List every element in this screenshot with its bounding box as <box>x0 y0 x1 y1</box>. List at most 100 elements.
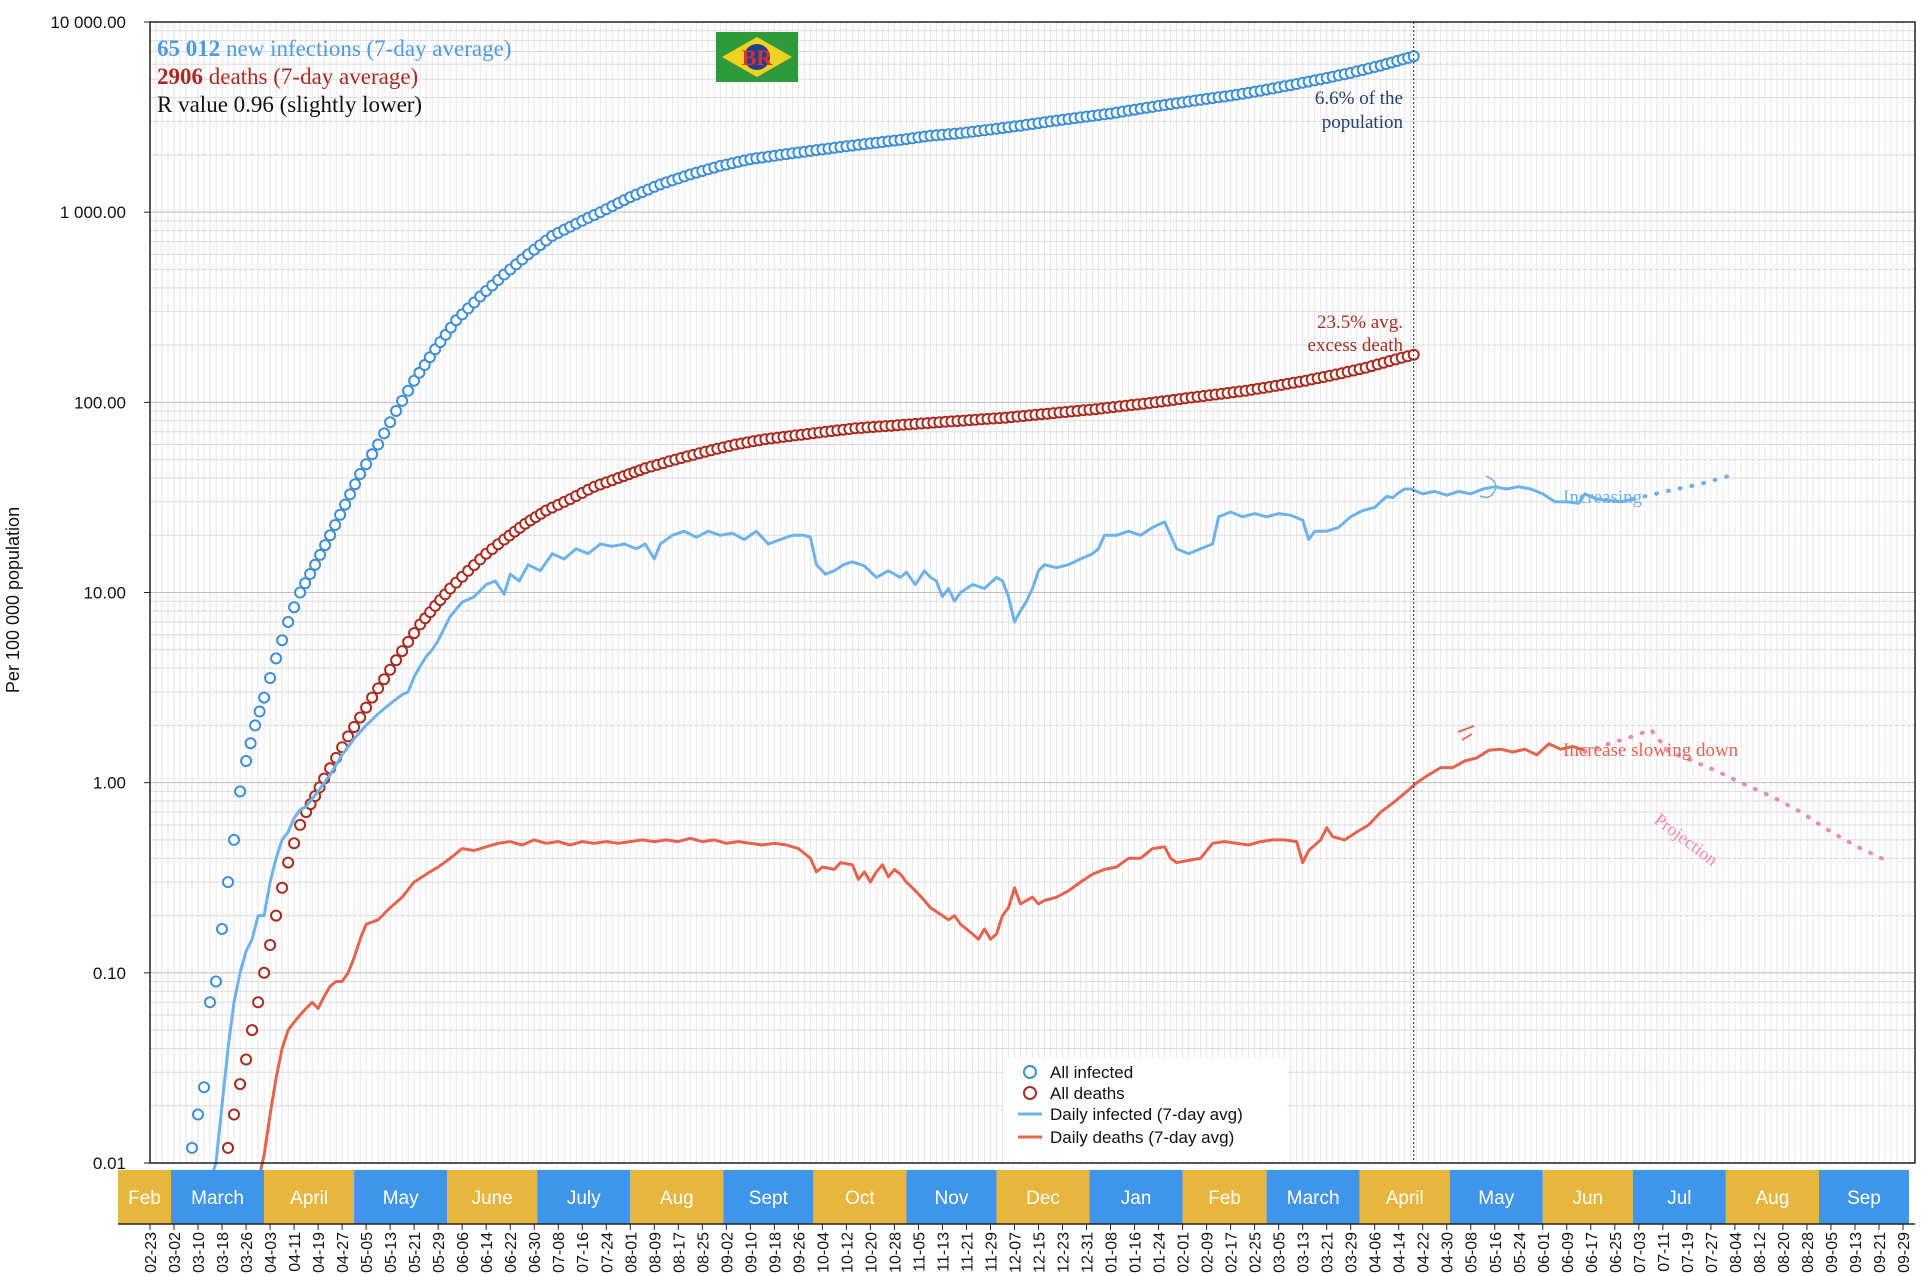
x-tick-label: 04-27 <box>335 1232 352 1273</box>
y-tick-label: 10 000.00 <box>50 13 126 32</box>
x-tick-label: 08-17 <box>671 1232 688 1273</box>
r-value-text: R value 0.96 (slightly lower) <box>157 92 422 117</box>
x-tick-label: 06-09 <box>1560 1232 1577 1273</box>
data-point <box>282 856 295 869</box>
series-line-daily-infected-7-day-avg <box>208 485 1634 1182</box>
series-line-daily-deaths-7-day-avg <box>256 742 1586 1182</box>
x-tick-label: 08-12 <box>1752 1232 1769 1273</box>
month-label: Dec <box>1026 1188 1060 1209</box>
data-point <box>294 586 307 599</box>
x-tick-label: 12-07 <box>1008 1232 1025 1273</box>
month-cell <box>906 1170 997 1224</box>
x-tick-label: 06-22 <box>503 1232 520 1273</box>
data-point <box>240 755 253 767</box>
legend-label: All infected <box>1050 1063 1133 1082</box>
legend-label: Daily infected (7-day avg) <box>1050 1105 1243 1124</box>
x-tick-label: 03-26 <box>239 1232 256 1273</box>
month-label: Oct <box>845 1188 875 1209</box>
flag-label: BR <box>742 45 774 70</box>
data-point <box>222 876 234 889</box>
deaths-summary: 2906 deaths (7-day average) <box>157 64 418 89</box>
x-tick-label: 12-23 <box>1056 1232 1073 1273</box>
month-label: Jun <box>1572 1188 1603 1209</box>
x-tick-label: 06-17 <box>1584 1232 1601 1273</box>
month-cell <box>171 1170 265 1224</box>
slowing-arrow-icon <box>1457 725 1475 741</box>
x-tick-label: 01-24 <box>1152 1232 1169 1273</box>
month-label: Aug <box>1756 1188 1790 1209</box>
y-tick-label: 1.00 <box>93 774 126 793</box>
x-tick-label: 11-21 <box>960 1232 977 1272</box>
y-axis: 10 000.00 1 000.00 100.00 10.00 1.00 0.10 0.01 <box>50 13 150 1173</box>
month-cell <box>354 1170 448 1224</box>
month-label: May <box>1478 1188 1514 1209</box>
x-tick-label: 03-10 <box>191 1232 208 1273</box>
x-tick-label: 08-20 <box>1776 1232 1793 1273</box>
data-point <box>354 711 367 724</box>
infections-text: new infections (7-day average) <box>220 36 511 61</box>
data-point <box>366 448 379 461</box>
plot-frame <box>149 21 1916 1164</box>
x-tick-label: 07-16 <box>575 1232 592 1273</box>
x-tick-label: 04-03 <box>263 1232 280 1273</box>
x-tick-label: 05-13 <box>383 1232 400 1273</box>
x-tick-label: 02-17 <box>1224 1232 1241 1273</box>
x-tick-label: 02-25 <box>1248 1232 1265 1273</box>
month-label: Feb <box>1208 1188 1241 1209</box>
data-point <box>288 837 301 850</box>
data-point <box>210 975 222 988</box>
x-tick-label: 05-16 <box>1488 1232 1505 1273</box>
data-point <box>314 548 327 561</box>
data-point <box>396 394 409 407</box>
x-tick-label: 07-24 <box>599 1232 616 1273</box>
excess-death-note-line1: 23.5% avg. <box>1317 312 1403 333</box>
data-point <box>360 701 373 714</box>
month-cell <box>1542 1170 1633 1224</box>
x-tick-label: 09-02 <box>719 1232 736 1273</box>
month-cell <box>1266 1170 1360 1224</box>
x-tick-label: 08-01 <box>623 1232 640 1273</box>
data-point <box>349 478 362 491</box>
data-point <box>252 996 265 1009</box>
y-tick-label: 0.10 <box>93 964 126 983</box>
x-tick-label: 11-29 <box>984 1232 1001 1272</box>
data-point <box>339 498 352 511</box>
x-tick-label: 05-08 <box>1464 1232 1481 1273</box>
deaths-text: deaths (7-day average) <box>203 64 418 89</box>
data-point <box>228 1108 240 1121</box>
x-tick-label: 03-18 <box>215 1232 232 1273</box>
data-point <box>408 374 421 387</box>
x-tick-label: 08-04 <box>1728 1232 1745 1273</box>
population-note-line2: population <box>1322 112 1404 133</box>
data-point <box>216 923 228 935</box>
month-cell <box>1089 1170 1183 1224</box>
month-cell <box>996 1170 1090 1224</box>
month-cell <box>537 1170 631 1224</box>
data-point <box>304 568 317 580</box>
data-point <box>334 508 347 521</box>
x-tick-label: 09-29 <box>1896 1232 1913 1273</box>
data-point <box>258 691 271 704</box>
x-tick-label: 09-13 <box>1848 1232 1865 1273</box>
series-layer <box>186 50 1893 1182</box>
data-point <box>372 682 385 695</box>
data-point <box>319 539 332 552</box>
data-point <box>270 652 283 665</box>
x-tick-label: 02-01 <box>1176 1232 1193 1273</box>
x-tick-label: 06-14 <box>479 1232 496 1273</box>
increasing-arrow-icon <box>1479 475 1497 499</box>
data-point <box>390 405 403 417</box>
y-tick-label: 10.00 <box>83 584 126 603</box>
legend-label: Daily deaths (7-day avg) <box>1050 1128 1234 1147</box>
data-point <box>192 1108 204 1121</box>
infections-summary: 65 012 new infections (7-day average) <box>157 36 511 61</box>
y-tick-label: 100.00 <box>74 393 126 412</box>
month-cell <box>264 1170 355 1224</box>
x-tick-label: 01-08 <box>1104 1232 1121 1273</box>
excess-death-note-line2: excess death <box>1308 335 1404 356</box>
month-cell <box>1818 1170 1909 1224</box>
x-tick-label: 09-18 <box>767 1232 784 1273</box>
data-point <box>249 719 262 732</box>
data-point <box>264 672 277 684</box>
x-tick-label: 12-31 <box>1080 1232 1097 1273</box>
